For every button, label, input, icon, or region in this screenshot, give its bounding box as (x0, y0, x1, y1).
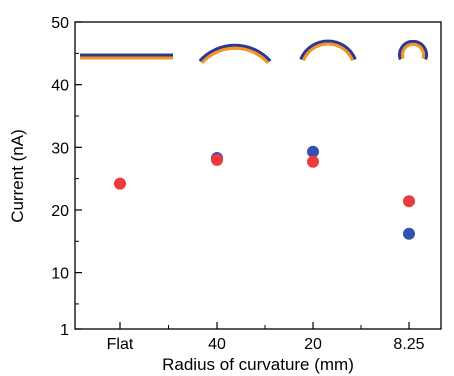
data-point (403, 195, 415, 208)
x-axis-title: Radius of curvature (mm) (162, 355, 354, 374)
bending-icons (80, 39, 428, 65)
x-tick-label: 8.25 (393, 336, 424, 353)
bend-20-icon (299, 39, 357, 61)
bend-20-icon (302, 42, 354, 62)
plot-frame (74, 21, 442, 330)
bend-8.25-icon (398, 39, 428, 61)
y-tick-label: 20 (51, 203, 69, 220)
data-point (211, 153, 223, 166)
data-point (114, 177, 126, 190)
bend-40-icon (200, 46, 270, 65)
y-tick-label: 10 (51, 266, 69, 283)
data-point (403, 227, 415, 240)
y-tick-labels: 1 10 20 30 40 50 (51, 15, 69, 339)
x-tick-labels: Flat 40 20 8.25 (107, 336, 425, 353)
y-tick-label: 1 (60, 322, 69, 339)
bend-8.25-icon (401, 42, 425, 59)
x-tick-label: 20 (304, 336, 322, 353)
x-tick-label: Flat (107, 336, 134, 353)
data-point (307, 145, 319, 158)
y-axis-title: Current (nA) (8, 129, 27, 223)
x-tick-label: 40 (208, 336, 226, 353)
axis-ticks (75, 21, 410, 330)
y-tick-label: 50 (51, 15, 69, 32)
data-point (307, 155, 319, 168)
bend-40-icon (198, 43, 272, 63)
y-tick-label: 40 (51, 78, 69, 95)
data-points (114, 145, 415, 240)
y-tick-label: 30 (51, 140, 69, 157)
